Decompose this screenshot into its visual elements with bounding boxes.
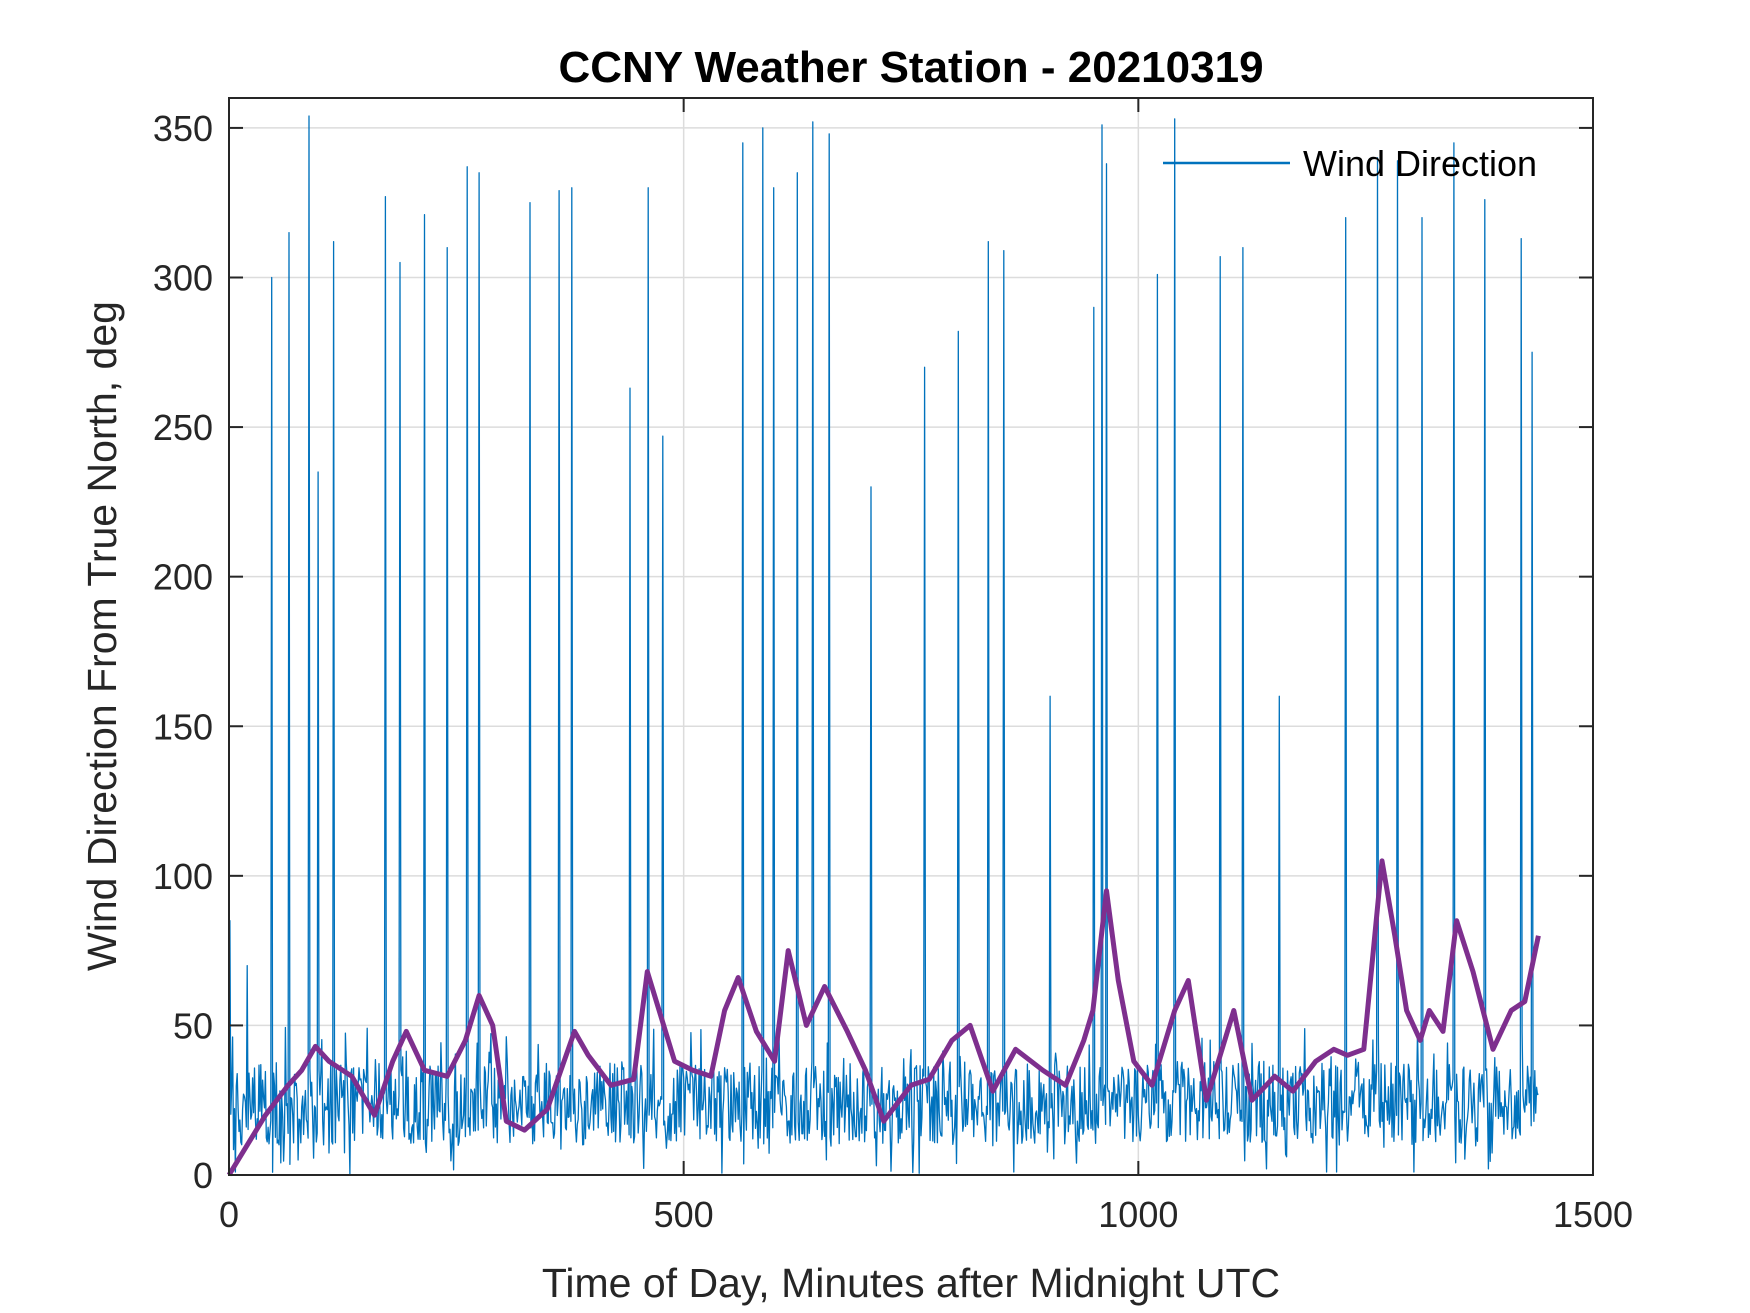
y-tick-label: 250	[153, 407, 213, 448]
running-mean-series	[226, 858, 1541, 1177]
plot-area	[229, 98, 1593, 1175]
y-tick-label: 0	[193, 1155, 213, 1196]
wind-direction-line	[228, 115, 1539, 1175]
running-mean-line	[226, 858, 1541, 1177]
axis-tick-labels: 0 50 100 150 200 250 300 350 0 500 1000 1500	[153, 108, 1633, 1235]
y-tick-label: 200	[153, 557, 213, 598]
y-tick-label: 300	[153, 258, 213, 299]
y-axis-label: Wind Direction From True North, deg	[79, 301, 125, 971]
x-tick-label: 0	[219, 1194, 239, 1235]
x-tick-label: 1500	[1553, 1194, 1633, 1235]
x-tick-label: 500	[654, 1194, 714, 1235]
y-tick-label: 50	[173, 1005, 213, 1046]
plot-frame	[228, 97, 1594, 1176]
wind-direction-series	[228, 115, 1539, 1175]
x-axis-label: Time of Day, Minutes after Midnight UTC	[542, 1260, 1280, 1306]
axis-ticks	[228, 98, 1594, 1176]
chart-title: CCNY Weather Station - 20210319	[558, 43, 1263, 92]
legend: Wind Direction	[1163, 143, 1537, 184]
y-tick-label: 150	[153, 706, 213, 747]
y-tick-label: 100	[153, 856, 213, 897]
x-tick-label: 1000	[1098, 1194, 1178, 1235]
legend-label-wind-direction: Wind Direction	[1303, 143, 1537, 184]
y-tick-label: 350	[153, 108, 213, 149]
grid-lines	[229, 98, 1593, 1175]
